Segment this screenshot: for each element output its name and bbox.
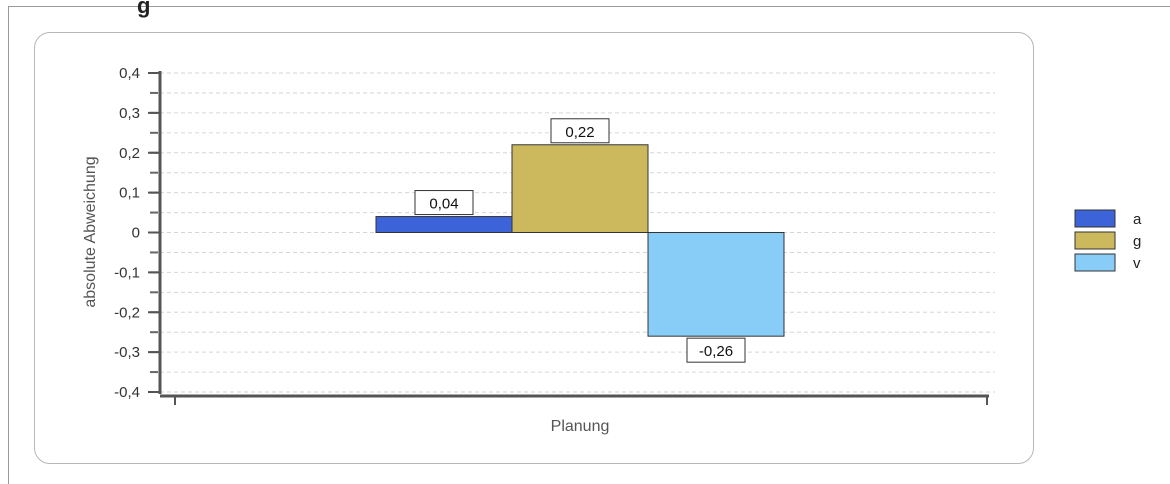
legend-label-g: g [1133,233,1141,250]
bar-g [511,144,649,233]
legend: agv [1074,209,1142,272]
legend-swatch-g [1074,231,1116,250]
legend-label-v: v [1133,255,1141,272]
y-tick-label: 0,3 [119,105,140,122]
data-label-v: -0,26 [699,343,733,360]
bar-a [375,216,513,234]
data-label-a: 0,04 [429,196,458,213]
y-tick-label: -0,1 [114,264,140,281]
data-label-g: 0,22 [565,124,594,141]
y-tick-label: 0,1 [119,185,140,202]
legend-swatch-v [1074,253,1116,272]
bar-v [647,232,785,337]
report-frame: g [8,0,1170,484]
y-axis-title: absolute Abweichung [82,156,99,307]
bars [375,144,785,337]
y-tick-label: 0,4 [119,65,140,82]
y-tick-label: 0,2 [119,145,140,162]
y-tick-label: -0,4 [114,384,140,401]
legend-label-a: a [1133,211,1142,228]
legend-swatch-a [1074,209,1116,228]
section-heading-fragment: g [137,0,151,18]
x-category-label: Planung [551,418,610,435]
data-labels: 0,04 0,22 -0,26 [414,118,746,363]
y-tick-label: -0,2 [114,304,140,321]
axes: absolute Abweichung 0,4 0,3 0,2 0,1 0 -0,1 -0,… [82,65,989,435]
data-label-box [686,337,746,363]
y-tick-label: -0,3 [114,344,140,361]
y-tick-label: 0 [132,225,140,242]
grid-lines [160,72,995,393]
data-label-box [550,118,610,144]
data-label-box [414,190,474,216]
